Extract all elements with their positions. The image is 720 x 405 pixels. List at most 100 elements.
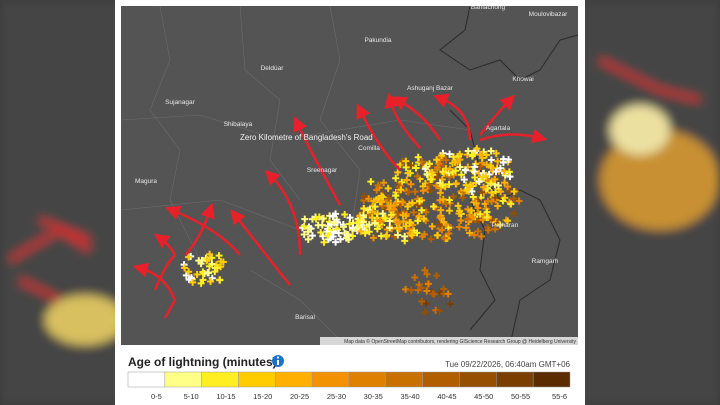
lightning-strike xyxy=(436,189,444,197)
lightning-strike xyxy=(484,226,492,234)
lightning-strike xyxy=(425,181,433,189)
lightning-strike xyxy=(496,221,504,229)
lightning-strike xyxy=(419,187,427,195)
lightning-strike xyxy=(407,161,415,169)
lightning-strike xyxy=(317,229,325,237)
lightning-strike xyxy=(460,176,468,184)
lightning-strike xyxy=(365,221,373,229)
lightning-strike xyxy=(394,231,402,239)
lightning-strike xyxy=(376,217,384,225)
lightning-strike xyxy=(340,223,348,231)
lightning-strike xyxy=(402,212,410,220)
lightning-strike xyxy=(357,227,365,235)
lightning-strike xyxy=(304,235,312,243)
legend-swatch xyxy=(532,371,571,388)
lightning-strike xyxy=(469,213,477,221)
lightning-strike xyxy=(492,149,500,157)
place-label: Sreenagar xyxy=(307,167,338,174)
lightning-strike xyxy=(365,195,373,203)
lightning-strike xyxy=(491,194,499,202)
lightning-strike xyxy=(440,285,448,293)
lightning-strike xyxy=(504,183,512,191)
lightning-strike xyxy=(204,269,212,277)
lightning-strike xyxy=(370,197,378,205)
lightning-strike xyxy=(472,199,480,207)
lightning-strike xyxy=(193,271,201,279)
lightning-strike xyxy=(336,235,344,243)
lightning-strike xyxy=(433,272,441,280)
legend-swatch xyxy=(164,371,202,388)
legend-label: 10-15 xyxy=(216,392,235,401)
lightning-strike xyxy=(346,220,354,228)
place-label: Ashuganj Bazar xyxy=(407,85,454,92)
lightning-strike xyxy=(464,147,472,155)
lightning-strike xyxy=(455,223,463,231)
lightning-strike xyxy=(353,224,361,232)
lightning-strike xyxy=(399,199,407,207)
lightning-strike xyxy=(329,233,337,241)
lightning-strike xyxy=(402,157,410,165)
place-label: Comilla xyxy=(358,145,380,152)
lightning-strike xyxy=(422,300,430,308)
lightning-strike xyxy=(360,204,368,212)
lightning-strike xyxy=(371,219,379,227)
lightning-strike xyxy=(462,166,470,174)
map-layer: Moulovibazar Baniachong Pakundia Deldúar Suj… xyxy=(121,6,578,345)
lightning-strike xyxy=(405,188,413,196)
legend-title: Age of lightning (minutes) xyxy=(128,355,277,369)
lightning-strike xyxy=(378,198,386,206)
place-label: Ramgarh xyxy=(532,258,559,265)
lightning-strike xyxy=(423,287,431,295)
lightning-strike xyxy=(434,163,442,171)
lightning-strike xyxy=(387,211,395,219)
lightning-strike xyxy=(469,151,477,159)
lightning-strike xyxy=(427,235,435,243)
attribution: Map data © OpenStreetMap contributors, r… xyxy=(344,338,576,345)
arrow-stem xyxy=(153,254,177,319)
lightning-strike xyxy=(445,180,453,188)
legend-swatch xyxy=(459,371,497,388)
legend-label: 15-20 xyxy=(253,392,272,401)
lightning-strike xyxy=(377,232,385,240)
legend-label: 0-5 xyxy=(151,392,162,401)
lightning-strike xyxy=(440,234,448,242)
lightning-strike xyxy=(394,220,402,228)
lightning-strike xyxy=(466,181,474,189)
lightning-strike xyxy=(185,253,193,261)
lightning-strike xyxy=(422,208,430,216)
lightning-strike xyxy=(494,202,502,210)
lightning-strike xyxy=(205,262,213,270)
lightning-strike xyxy=(403,176,411,184)
lightning-strike xyxy=(442,156,450,164)
lightning-strike xyxy=(418,158,426,166)
lightning-strike xyxy=(361,229,369,237)
lightning-strike xyxy=(312,215,320,223)
lightning-strike xyxy=(450,153,458,161)
lightning-strike xyxy=(359,218,367,226)
lightning-strike xyxy=(483,161,491,169)
lightning-strike xyxy=(182,271,190,279)
place-label: Barisal xyxy=(295,314,315,321)
legend-swatch xyxy=(311,371,350,388)
annotation: Zero Kilometre of Bangladesh's Road xyxy=(240,133,373,142)
info-icon[interactable] xyxy=(272,355,284,367)
legend-label: 45-50 xyxy=(474,392,493,401)
lightning-strike xyxy=(505,168,513,176)
lightning-strike xyxy=(504,217,512,225)
lightning-strike xyxy=(428,168,436,176)
place-label: Magura xyxy=(135,178,157,185)
lightning-strike xyxy=(464,205,472,213)
place-label: Patharan xyxy=(492,222,519,229)
lightning-strike xyxy=(371,203,379,211)
lightning-strike xyxy=(379,193,387,201)
lightning-strike xyxy=(476,210,484,218)
lightning-strike xyxy=(510,195,518,203)
lightning-strike xyxy=(404,202,412,210)
lightning-strike xyxy=(380,179,388,187)
lightning-strike xyxy=(420,215,428,223)
lightning-strike xyxy=(385,194,393,202)
lightning-strike xyxy=(318,215,326,223)
lightning-strike xyxy=(436,221,444,229)
lightning-strike xyxy=(401,232,409,240)
